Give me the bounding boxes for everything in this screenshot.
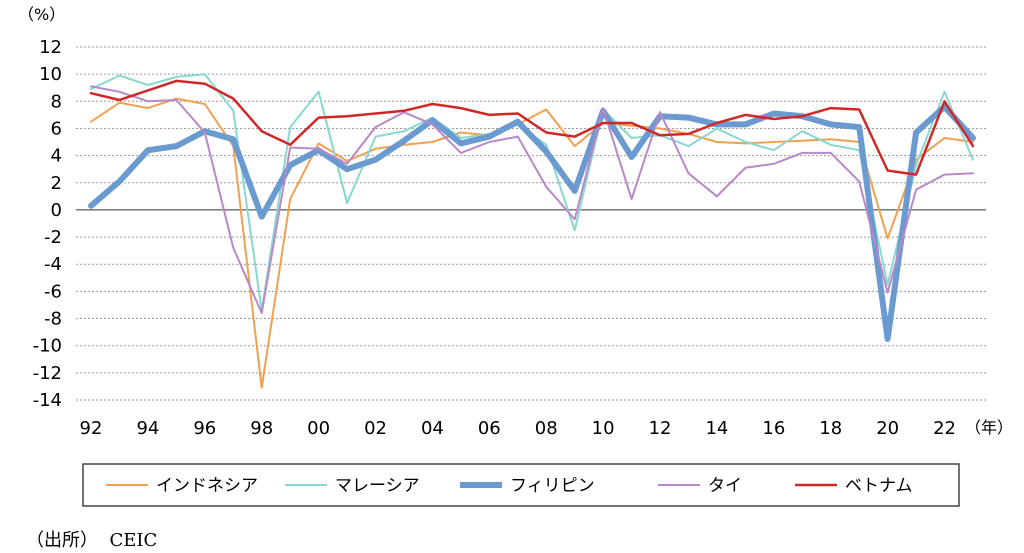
x-axis-tick-labels: 92 94 96 98 00 02 04 06 08 10 12 14 16 18 20 22	[80, 418, 956, 439]
x-tick-label: 18	[819, 418, 842, 439]
y-tick-label: -8	[44, 309, 62, 330]
y-axis-tick-labels: 12 10 8 6 4 2 0 -2 -4 -6 -8 -10 -12 -14	[33, 37, 62, 411]
x-axis-unit-label: （年）	[965, 418, 1013, 437]
x-tick-label: 04	[421, 418, 444, 439]
x-tick-label: 98	[250, 418, 273, 439]
x-tick-label: 20	[876, 418, 899, 439]
x-tick-label: 02	[364, 418, 387, 439]
y-tick-label: 2	[51, 173, 62, 194]
y-tick-label: -6	[44, 281, 62, 302]
y-tick-label: 8	[51, 91, 62, 112]
y-tick-label: -2	[44, 227, 62, 248]
legend-label: フィリピン	[510, 476, 595, 496]
y-tick-label: 4	[51, 146, 62, 167]
x-tick-label: 94	[136, 418, 159, 439]
x-tick-label: 14	[705, 418, 728, 439]
y-tick-label: -10	[33, 336, 62, 357]
x-tick-label: 08	[535, 418, 558, 439]
x-tick-label: 96	[193, 418, 216, 439]
x-tick-label: 22	[933, 418, 956, 439]
series-line-3	[88, 103, 976, 342]
source-note: （出所） CEIC	[26, 530, 158, 551]
y-tick-label: -14	[33, 390, 62, 411]
legend-label: タイ	[708, 476, 742, 496]
y-tick-label: 12	[39, 37, 62, 58]
x-tick-label: 16	[762, 418, 785, 439]
y-tick-label: -4	[44, 254, 62, 275]
y-tick-label: 6	[51, 118, 62, 139]
y-axis-unit-label: （%）	[18, 5, 65, 24]
legend-label: ベトナム	[845, 476, 913, 496]
x-tick-label: 12	[649, 418, 672, 439]
x-tick-label: 92	[80, 418, 103, 439]
x-tick-label: 00	[307, 418, 330, 439]
legend-label: インドネシア	[156, 476, 258, 496]
series-line-5	[89, 79, 975, 176]
legend: インドネシア マレーシア フィリピン タイ ベトナム	[82, 463, 960, 507]
y-tick-label: 0	[51, 200, 62, 221]
legend-label: マレーシア	[335, 476, 420, 496]
x-tick-label: 06	[478, 418, 501, 439]
series-line-1	[90, 97, 974, 389]
y-tick-label: -12	[33, 363, 62, 384]
y-tick-label: 10	[39, 64, 62, 85]
x-tick-label: 10	[592, 418, 615, 439]
gridlines	[76, 46, 986, 401]
series-lines	[88, 73, 976, 389]
series-line-4	[90, 85, 974, 315]
